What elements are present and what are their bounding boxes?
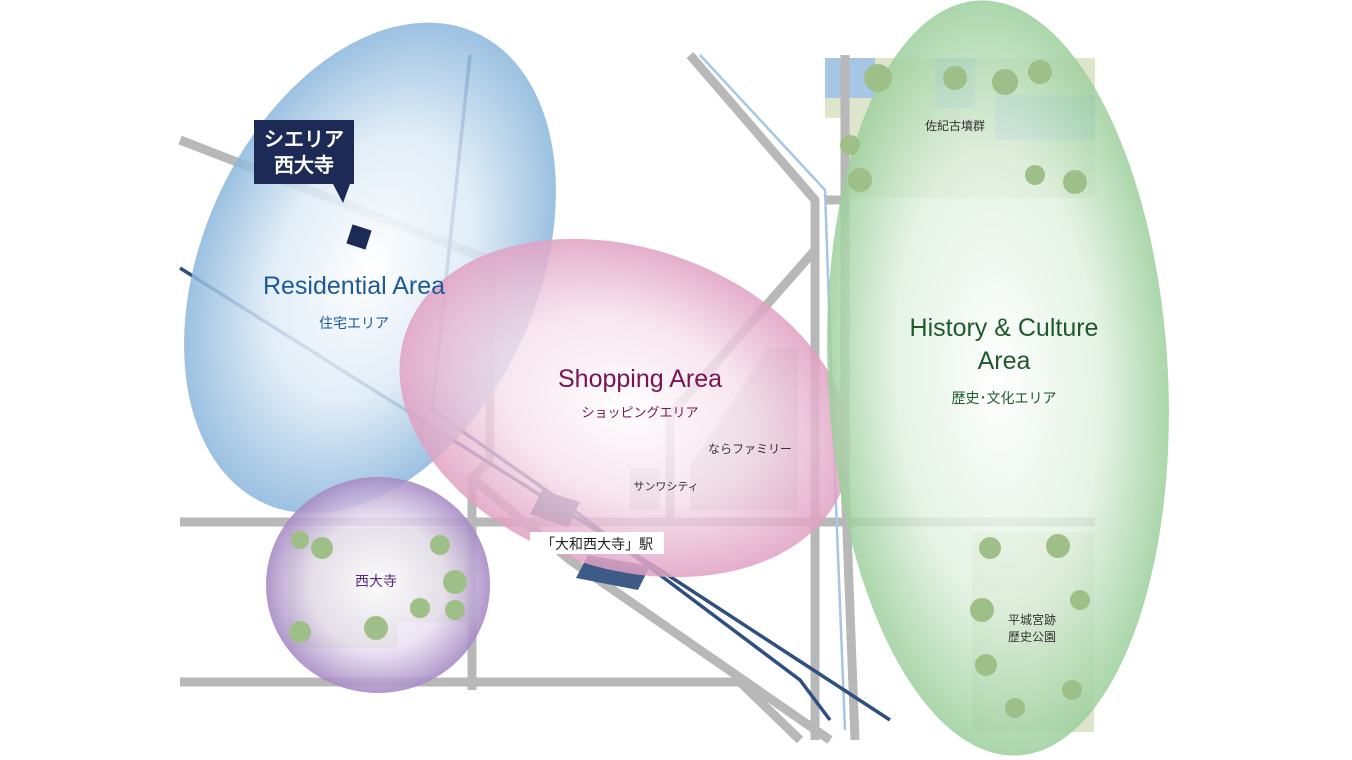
tree-icon — [975, 654, 997, 676]
tree-icon — [1062, 680, 1082, 700]
tree-icon — [1046, 534, 1070, 558]
station-label-box — [530, 532, 664, 554]
tree-icon — [943, 66, 967, 90]
tree-icon — [970, 598, 994, 622]
heijo-park-label-line1: 平城宮跡 — [1008, 612, 1056, 627]
shopping-area-subtitle: ショッピングエリア — [581, 406, 698, 421]
saidaiji-temple-label: 西大寺 — [355, 574, 397, 590]
history-zone — [827, 0, 1169, 756]
tree-icon — [979, 537, 1001, 559]
property-name-line1: シエリア — [264, 127, 344, 151]
tree-icon — [840, 135, 860, 155]
tree-icon — [311, 537, 333, 559]
property-location-icon — [346, 224, 372, 250]
shopping-area-title: Shopping Area — [558, 365, 722, 393]
shopping-zone — [399, 238, 851, 578]
property-callout-box — [254, 120, 354, 184]
history-area-subtitle: 歴史･文化エリア — [952, 391, 1057, 407]
tree-icon — [848, 168, 872, 192]
tree-icon — [864, 64, 892, 92]
saki-kofun-label: 佐紀古墳群 — [925, 118, 985, 133]
temple-zone — [266, 477, 490, 693]
tree-icon — [1025, 165, 1045, 185]
tree-icon — [410, 598, 430, 618]
tree-icon — [445, 600, 465, 620]
tree-icon — [291, 531, 309, 549]
property-marker[interactable]: シエリア 西大寺 — [254, 120, 372, 250]
tree-icon — [443, 570, 467, 594]
tree-icon — [1063, 170, 1087, 194]
heijo-park-label-line2: 歴史公園 — [1008, 630, 1056, 644]
tree-icon — [289, 621, 311, 643]
tree-icon — [992, 69, 1018, 95]
tree-icon — [364, 616, 388, 640]
tree-icon — [1005, 698, 1025, 718]
tree-icon — [1028, 60, 1052, 84]
station-name: 「大和西大寺」駅 — [541, 537, 653, 553]
sunwa-city-label: サンワシティ — [633, 480, 698, 493]
history-area-title-line2: Area — [978, 347, 1031, 375]
tree-icon — [1070, 590, 1090, 610]
history-area-title-line1: History & Culture — [910, 314, 1099, 342]
property-name-line2: 西大寺 — [274, 153, 334, 177]
tree-icons — [289, 60, 1090, 718]
callout-pointer — [333, 184, 350, 203]
tree-icon — [430, 535, 450, 555]
nara-family-label: ならファミリー — [708, 442, 792, 456]
residential-area-title: Residential Area — [263, 272, 445, 300]
residential-area-subtitle: 住宅エリア — [319, 316, 389, 332]
station-label: 「大和西大寺」駅 — [530, 532, 664, 554]
